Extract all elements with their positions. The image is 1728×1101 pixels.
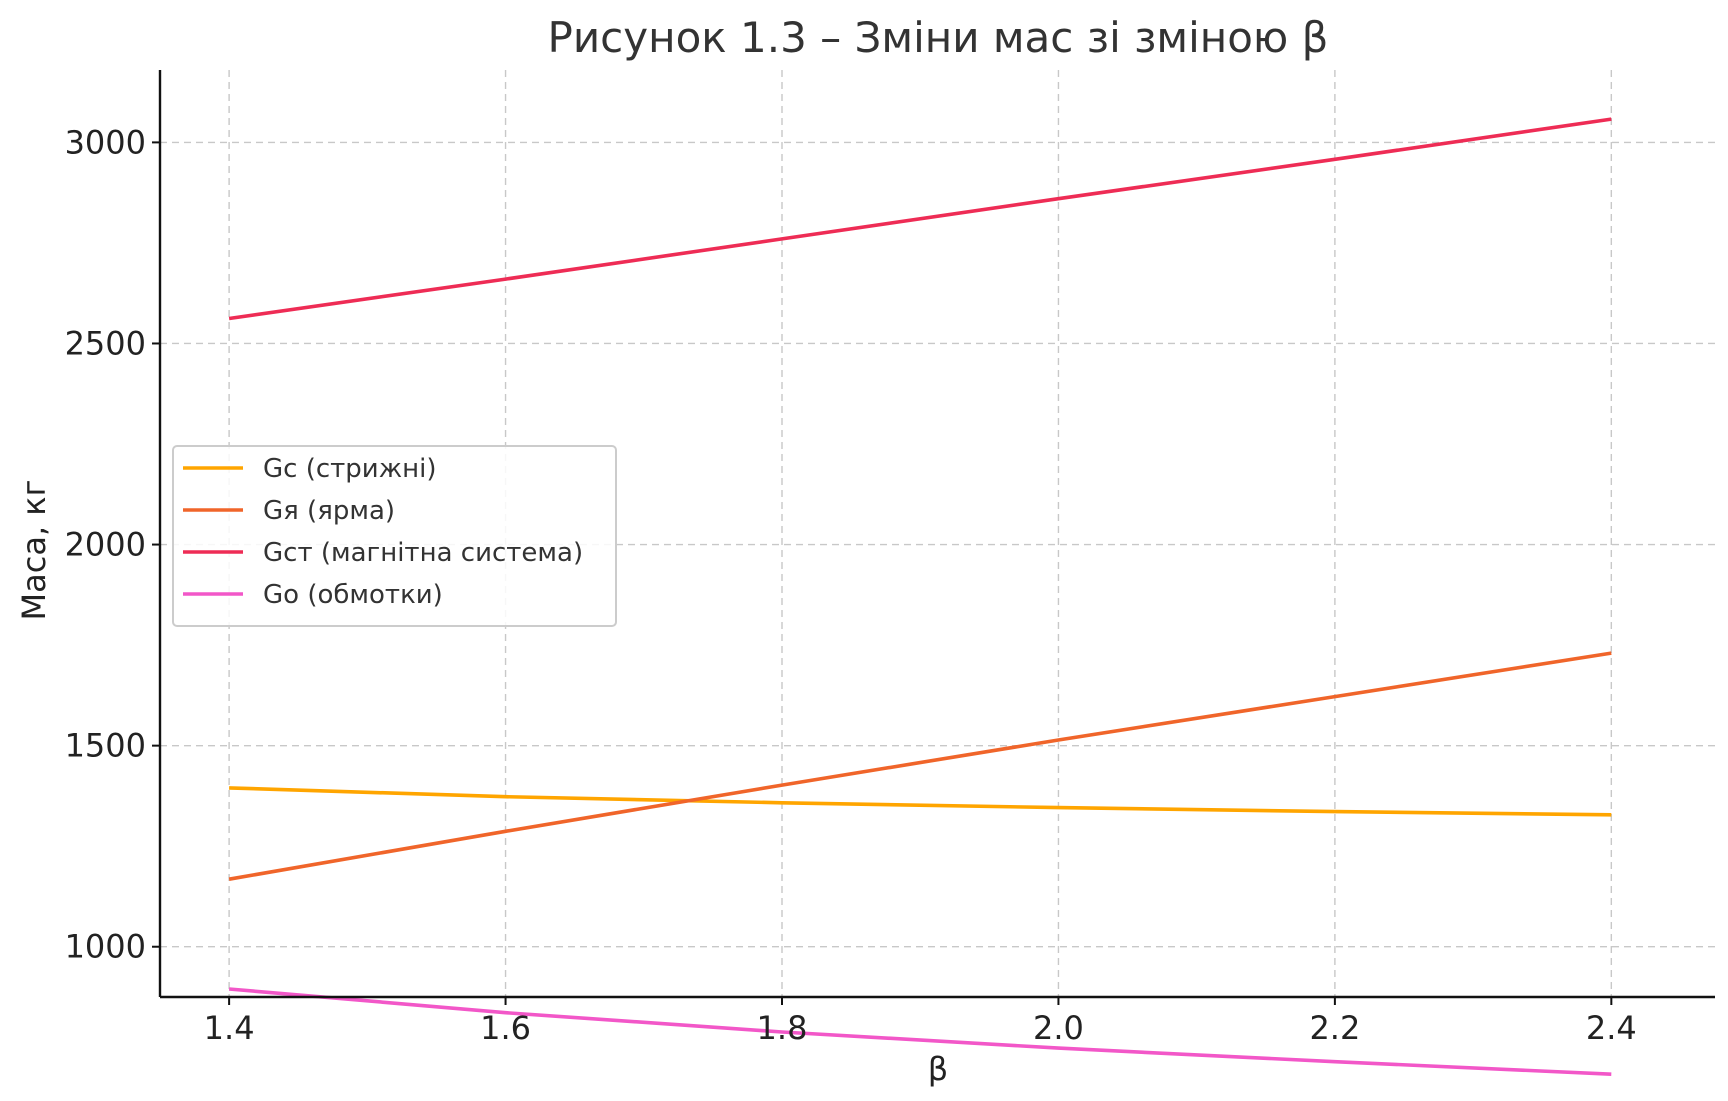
legend-label: Go (обмотки) <box>263 580 443 610</box>
x-ticks: 1.4 1.6 1.8 2.0 2.2 2.4 <box>204 997 1637 1047</box>
series-line-2 <box>228 651 1612 881</box>
x-tick-label: 2.0 <box>1033 1009 1084 1047</box>
legend-label: Gст (магнітна система) <box>263 538 583 568</box>
y-tick-label: 1500 <box>65 727 146 765</box>
x-axis-label: β <box>928 1050 948 1088</box>
x-tick-label: 1.6 <box>480 1009 531 1047</box>
legend-label: Gя (ярма) <box>263 496 395 526</box>
series-line-3 <box>228 117 1612 321</box>
y-tick-label: 3000 <box>65 123 146 161</box>
legend-box <box>172 445 617 627</box>
y-axis-label: Маса, кг <box>15 480 53 621</box>
y-tick-label: 1000 <box>65 928 146 966</box>
y-tick-label: 2500 <box>65 324 146 362</box>
x-tick-label: 1.8 <box>757 1009 808 1047</box>
legend-label: Gc (стрижні) <box>263 454 436 484</box>
y-tick-label: 2000 <box>65 526 146 564</box>
chart-title: Рисунок 1.3 – Зміни мас зі зміною β <box>548 13 1329 62</box>
grid <box>160 70 1715 997</box>
series-line-4 <box>228 987 1612 1076</box>
series-layer <box>228 117 1612 1076</box>
axes <box>158 70 1715 999</box>
y-ticks: 1000 1500 2000 2500 3000 <box>65 123 160 966</box>
series-line-1 <box>229 786 1612 817</box>
x-tick-label: 1.4 <box>204 1009 255 1047</box>
legend: Gc (стрижні) Gя (ярма) Gст (магнітна систе… <box>172 445 617 627</box>
x-tick-label: 2.4 <box>1586 1009 1637 1047</box>
x-tick-label: 2.2 <box>1309 1009 1360 1047</box>
